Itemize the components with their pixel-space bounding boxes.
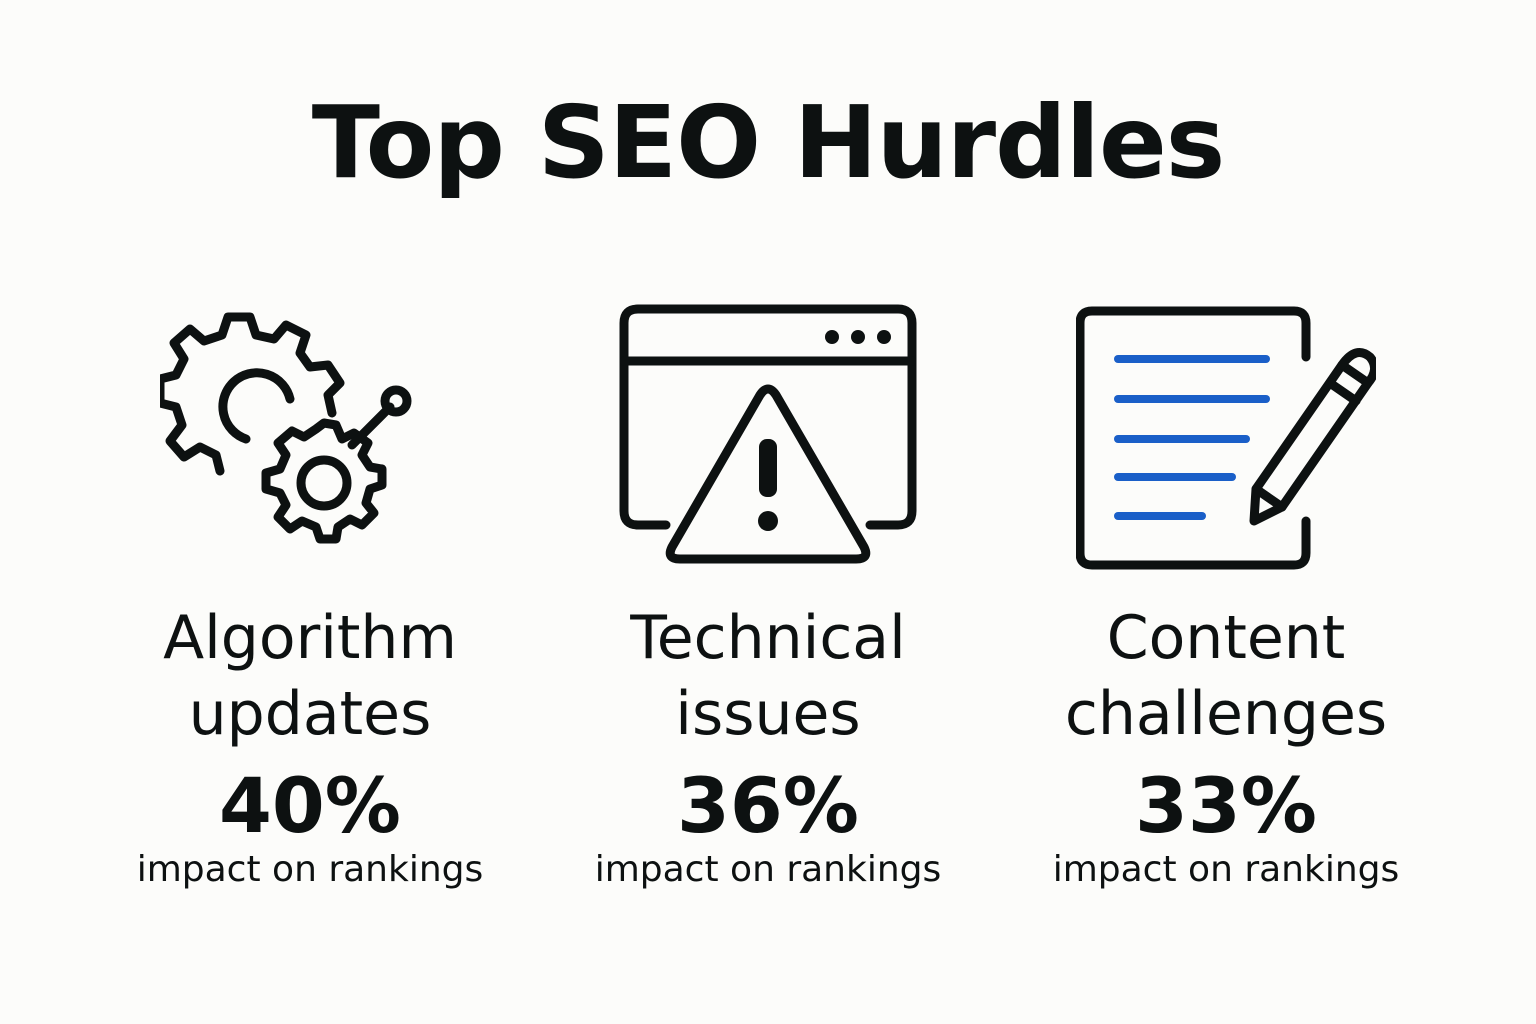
hurdle-caption: impact on rankings bbox=[1052, 849, 1400, 890]
document-pencil-icon bbox=[1076, 306, 1376, 570]
hurdle-label-line1: Algorithm bbox=[163, 603, 457, 673]
gears-icon bbox=[160, 312, 412, 544]
hurdle-label: Algorithm updates bbox=[80, 600, 540, 752]
hurdle-card-technical-issues: Technical issues 36% impact on rankings bbox=[538, 295, 998, 894]
hurdle-value: 33% bbox=[1135, 761, 1317, 850]
hurdle-value: 40% bbox=[219, 761, 401, 850]
browser-warning-icon bbox=[619, 304, 917, 564]
hurdle-card-algorithm-updates: Algorithm updates 40% impact on rankings bbox=[80, 295, 540, 894]
hurdle-value: 36% bbox=[677, 761, 859, 850]
hurdle-label-line2: challenges bbox=[1064, 679, 1388, 749]
hurdle-label-line1: Content bbox=[1106, 603, 1346, 673]
hurdle-label: Technical issues bbox=[538, 600, 998, 752]
hurdle-caption: impact on rankings bbox=[594, 849, 942, 890]
hurdle-caption: impact on rankings bbox=[136, 849, 484, 890]
hurdle-label-line2: updates bbox=[188, 679, 432, 749]
page-title: Top SEO Hurdles bbox=[311, 84, 1226, 201]
hurdle-label-line2: issues bbox=[675, 679, 861, 749]
hurdle-card-content-challenges: Content challenges 33% impact on ranking… bbox=[996, 295, 1456, 894]
hurdle-label-line1: Technical bbox=[630, 603, 906, 673]
hurdle-label: Content challenges bbox=[996, 600, 1456, 752]
